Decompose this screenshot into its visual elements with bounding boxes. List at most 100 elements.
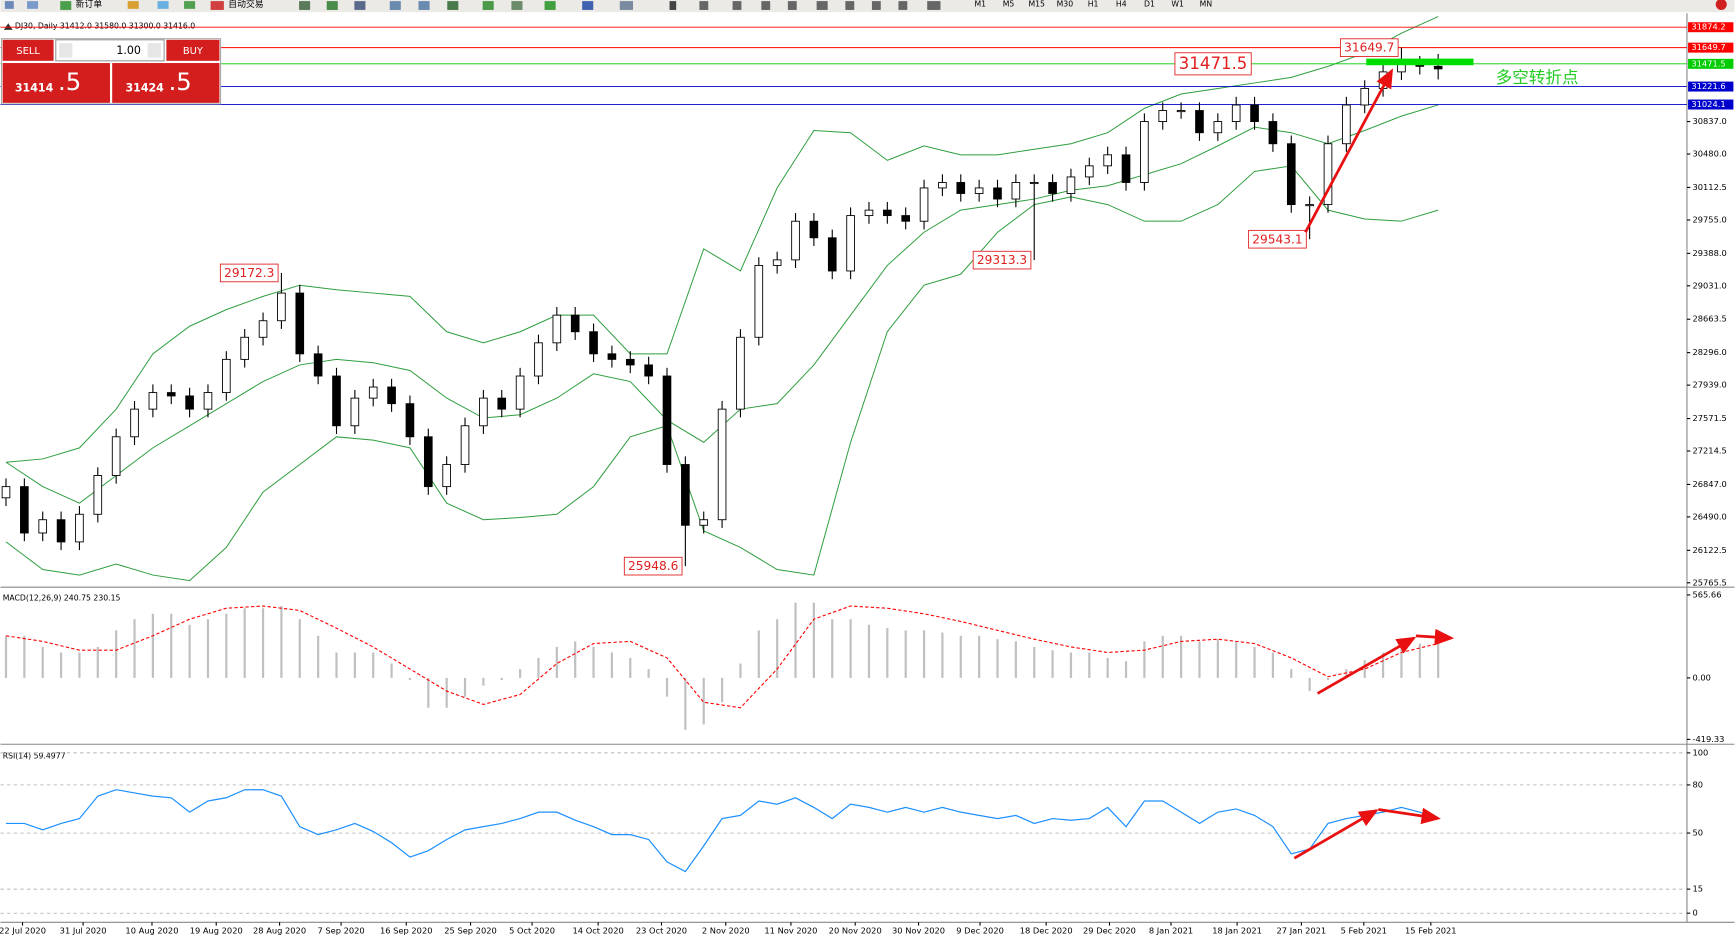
x-tick-label: 23 Oct 2020 xyxy=(636,926,687,936)
timeframe-button[interactable]: M15 xyxy=(1028,0,1045,8)
toolbar-icon[interactable] xyxy=(157,1,169,9)
lots-input[interactable] xyxy=(55,39,165,62)
candle-body xyxy=(515,375,525,410)
annotation-label: 29313.3 xyxy=(977,253,1027,267)
toolbar-icon[interactable] xyxy=(447,1,459,10)
candle-body xyxy=(1084,165,1094,178)
y-tick-label: 0.00 xyxy=(1692,672,1710,682)
toolbar-icon[interactable] xyxy=(299,1,311,10)
toolbar-icon[interactable] xyxy=(127,1,139,9)
candle-body xyxy=(570,314,580,333)
level-label: 31024.1 xyxy=(1691,99,1725,109)
trend-arrow xyxy=(1293,809,1379,860)
candle-body xyxy=(185,395,194,410)
timeframe-button[interactable]: M1 xyxy=(974,0,986,8)
x-tick-label: 18 Dec 2020 xyxy=(1020,926,1073,936)
toolbar-icon[interactable] xyxy=(544,1,556,10)
sell-label[interactable]: SELL xyxy=(16,46,40,57)
candle-body xyxy=(846,215,855,272)
toolbar-icon[interactable] xyxy=(669,1,677,10)
toolbar-icon[interactable] xyxy=(816,1,828,10)
ask-pip[interactable]: .5 xyxy=(169,67,192,96)
timeframe-button[interactable]: W1 xyxy=(1171,0,1184,8)
auto-trading-button[interactable]: 自动交易 xyxy=(228,0,263,10)
bid-pip[interactable]: .5 xyxy=(58,67,81,96)
y-tick-label: 50 xyxy=(1692,828,1703,838)
candle-body xyxy=(993,187,1002,200)
toolbar-icon[interactable] xyxy=(871,1,881,10)
timeframe-button[interactable]: M30 xyxy=(1057,0,1074,8)
candle-body xyxy=(772,259,782,266)
toolbar-icon[interactable] xyxy=(354,1,366,10)
ask-box[interactable] xyxy=(112,63,220,103)
trend-arrow xyxy=(1378,807,1441,825)
toolbar-icon[interactable] xyxy=(389,1,401,10)
timeframe-button[interactable]: M5 xyxy=(1003,0,1015,8)
timeframe-button[interactable]: D1 xyxy=(1144,0,1155,8)
timeframe-button[interactable]: MN xyxy=(1200,0,1213,8)
y-tick-label: 28296.0 xyxy=(1692,347,1726,357)
toolbar-icon[interactable] xyxy=(418,1,430,10)
y-tick-label: 28663.5 xyxy=(1692,314,1726,324)
trend-arrow xyxy=(1304,68,1393,233)
x-tick-label: 7 Sep 2020 xyxy=(317,926,364,936)
candle-body xyxy=(1011,182,1021,200)
candle-body xyxy=(368,386,378,399)
candle-body xyxy=(644,364,653,377)
toolbar-icon[interactable] xyxy=(761,1,771,10)
toolbar-icon[interactable] xyxy=(898,1,908,10)
new-order-button[interactable]: 新订单 xyxy=(76,0,103,10)
toolbar-icon[interactable] xyxy=(582,1,594,10)
x-tick-label: 22 Jul 2020 xyxy=(0,926,46,936)
lots-decrease[interactable] xyxy=(59,43,73,58)
toolbar-icon[interactable] xyxy=(732,1,742,10)
lots-value[interactable]: 1.00 xyxy=(116,44,141,57)
bid-box[interactable] xyxy=(2,63,110,103)
candle-body xyxy=(423,436,433,488)
sell-button[interactable] xyxy=(2,39,54,61)
macd-title: MACD(12,26,9) 240.75 230.15 xyxy=(3,593,121,602)
candle-body xyxy=(20,486,29,534)
candle-body xyxy=(222,358,231,394)
toolbar-icon[interactable] xyxy=(845,1,855,10)
candle-body xyxy=(736,336,745,410)
y-tick-label: 26847.0 xyxy=(1692,479,1726,489)
candle-body xyxy=(1231,104,1241,122)
toolbar-icon[interactable] xyxy=(511,1,523,10)
auto-trading-icon[interactable] xyxy=(210,1,224,10)
toolbar-icon[interactable] xyxy=(787,1,797,10)
toolbar-icon[interactable] xyxy=(4,1,14,9)
x-tick-label: 29 Dec 2020 xyxy=(1083,926,1136,936)
y-tick-label: 29388.0 xyxy=(1692,248,1726,258)
x-tick-label: 30 Nov 2020 xyxy=(892,926,945,936)
candle-body xyxy=(1176,110,1186,113)
candle-body xyxy=(864,209,874,217)
bid-price[interactable]: 31414 xyxy=(15,81,54,94)
new-order-icon[interactable] xyxy=(60,1,72,10)
buy-label[interactable]: BUY xyxy=(183,46,204,57)
y-tick-label: 29031.0 xyxy=(1692,280,1726,290)
toolbar-icon[interactable] xyxy=(482,1,494,10)
candle-body xyxy=(699,519,709,526)
toolbar-icon[interactable] xyxy=(619,1,634,10)
buy-button[interactable] xyxy=(166,39,220,61)
timeframe-button[interactable]: H1 xyxy=(1088,0,1099,8)
toolbar-icon[interactable] xyxy=(699,1,709,10)
y-tick-label: 100 xyxy=(1692,747,1708,757)
toolbar-icon[interactable] xyxy=(184,1,196,9)
lots-increase[interactable] xyxy=(147,43,161,58)
y-tick-label: 26122.5 xyxy=(1692,545,1726,555)
alert-icon[interactable] xyxy=(1715,0,1727,10)
timeframe-button[interactable]: H4 xyxy=(1116,0,1127,8)
toolbar-icon[interactable] xyxy=(326,1,338,10)
band-lower xyxy=(5,165,1439,582)
x-tick-label: 19 Aug 2020 xyxy=(190,926,243,936)
ask-price[interactable]: 31424 xyxy=(125,81,164,94)
toolbar-icon[interactable] xyxy=(27,1,39,9)
candle-body xyxy=(956,182,966,194)
toolbar-icon[interactable] xyxy=(927,1,941,10)
y-tick-label: 29755.0 xyxy=(1692,214,1726,224)
level-badge xyxy=(1688,22,1734,33)
